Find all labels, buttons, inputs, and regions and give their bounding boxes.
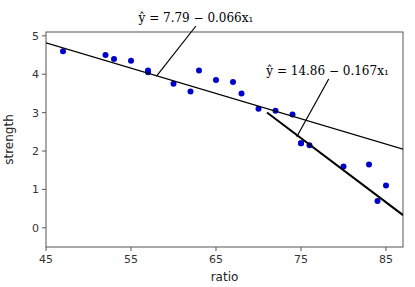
y-tick [42,74,46,75]
x-tick [131,247,132,251]
x-axis-label: ratio [211,270,239,284]
annotation-text: ŷ = 14.86 − 0.167x₁ [265,64,388,78]
scatter-point [196,67,202,73]
y-tick-label: 3 [32,107,39,120]
marks [46,43,403,215]
y-tick-label: 1 [32,183,39,196]
x-tick [301,247,302,251]
y-tick-label: 0 [32,222,39,235]
y-tick-label: 4 [32,68,39,81]
x-tick-label: 85 [379,253,393,266]
x-tick-label: 45 [39,253,53,266]
scatter-point [366,161,372,167]
x-tick [216,247,217,251]
annotation-arrow [157,26,196,76]
scatter-point [230,79,236,85]
scatter-point [188,89,194,95]
scatter-point [298,140,304,146]
regression-line [267,113,403,216]
scatter-point [298,140,304,146]
x-tick-label: 75 [294,253,308,266]
y-tick [42,227,46,228]
annotation-arrow [297,79,329,137]
axes: 4555657585012345 [32,30,393,266]
annotations: ŷ = 7.79 − 0.066x₁ ŷ = 14.86 − 0.167x₁ [138,11,389,137]
scatter-point [383,183,389,189]
background [0,0,415,287]
scatter-point [111,56,117,62]
regression-line [46,43,403,149]
scatter-point [60,48,66,54]
y-tick [42,151,46,152]
scatter-point [103,52,109,58]
y-tick [42,35,46,36]
plot-frame [46,32,403,247]
x-tick-label: 65 [209,253,223,266]
y-tick [42,189,46,190]
annotation-text: ŷ = 7.79 − 0.066x₁ [138,11,254,25]
scatter-point [213,77,219,83]
y-tick-label: 5 [32,30,39,43]
y-axis-label: strength [2,114,16,165]
scatter-point [128,58,134,64]
x-tick [46,247,47,251]
y-tick-label: 2 [32,145,39,158]
x-tick-label: 55 [124,253,138,266]
x-tick [386,247,387,251]
chart: 4555657585012345ratiostrengthŷ = 7.79 − … [0,0,415,287]
scatter-point [375,198,381,204]
scatter-point [239,90,245,96]
y-tick [42,112,46,113]
